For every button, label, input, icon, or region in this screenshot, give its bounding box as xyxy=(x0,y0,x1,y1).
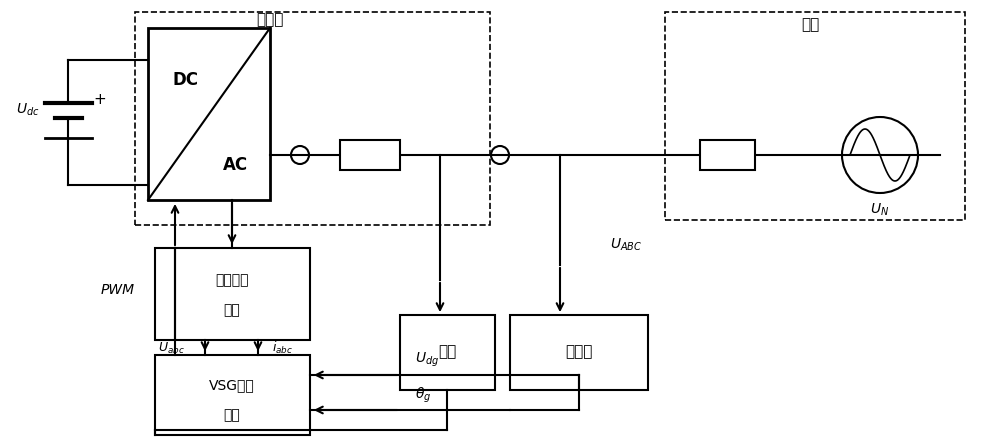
Bar xyxy=(155,248,310,340)
Text: $U_{dg}$: $U_{dg}$ xyxy=(415,351,439,369)
Bar xyxy=(155,355,310,435)
Text: 变流器: 变流器 xyxy=(256,13,284,27)
Text: 电网: 电网 xyxy=(801,17,819,33)
Bar xyxy=(340,140,400,170)
Bar xyxy=(665,12,965,220)
Text: $\theta_{g}$: $\theta_{g}$ xyxy=(415,385,431,405)
Text: $U_{N}$: $U_{N}$ xyxy=(870,202,890,218)
Text: $U_{dc}$: $U_{dc}$ xyxy=(16,102,40,118)
Bar xyxy=(135,12,490,225)
Text: +: + xyxy=(94,92,106,108)
Bar xyxy=(400,315,495,390)
Text: AC: AC xyxy=(222,156,248,174)
Text: VSG控制: VSG控制 xyxy=(209,378,255,392)
Bar xyxy=(510,315,648,390)
Text: $U_{ABC}$: $U_{ABC}$ xyxy=(610,237,642,253)
Text: 锁相环: 锁相环 xyxy=(565,345,593,359)
Bar xyxy=(700,140,755,170)
Text: $U_{abc}$: $U_{abc}$ xyxy=(158,340,185,356)
Text: 采集: 采集 xyxy=(224,303,240,317)
Text: 系统: 系统 xyxy=(224,408,240,422)
Text: PWM: PWM xyxy=(101,283,135,297)
Text: 负载: 负载 xyxy=(438,345,456,359)
Bar xyxy=(148,28,270,200)
Text: DC: DC xyxy=(172,71,198,89)
Text: 电压电流: 电压电流 xyxy=(215,273,249,287)
Text: $i_{abc}$: $i_{abc}$ xyxy=(272,340,293,356)
